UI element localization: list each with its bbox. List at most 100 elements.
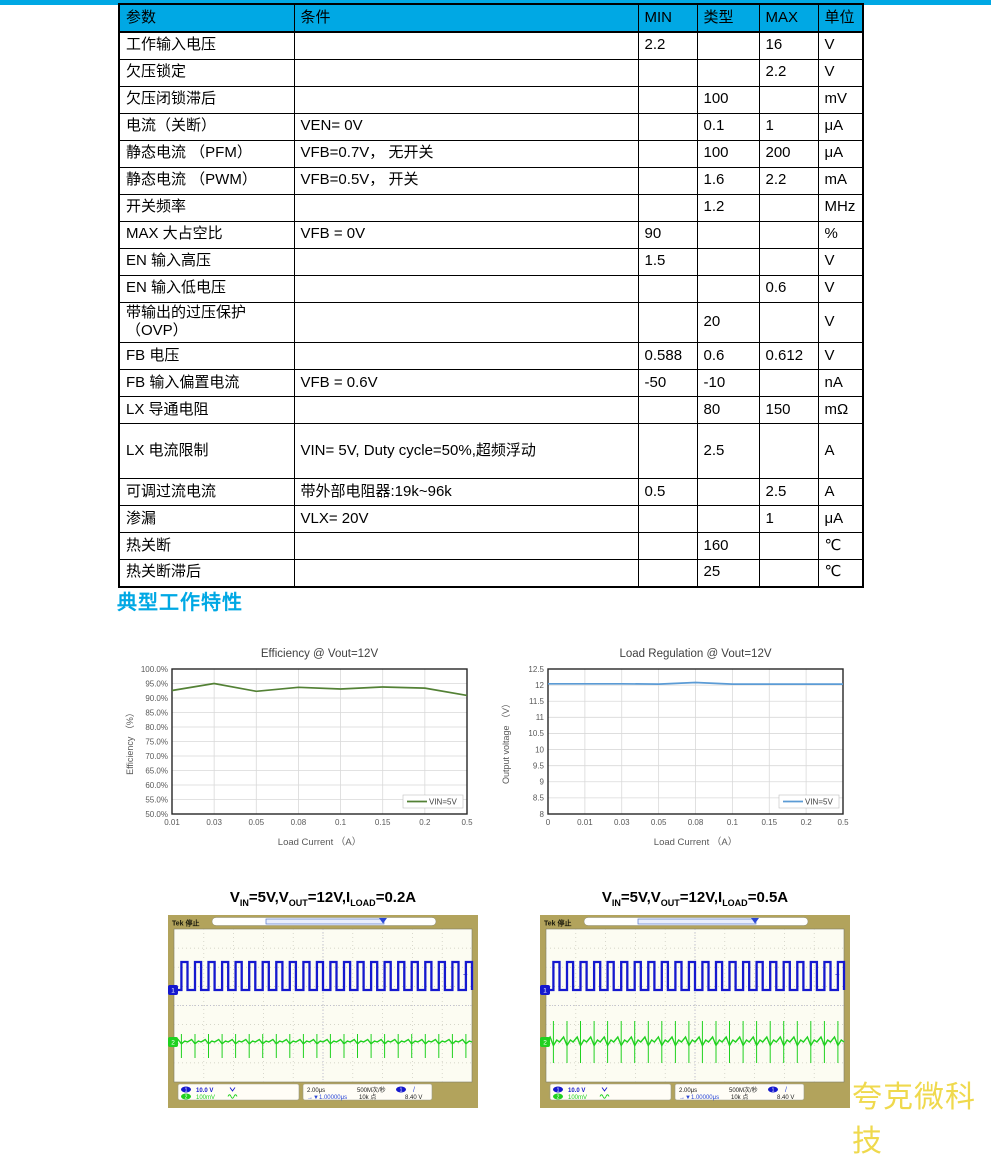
plot-border xyxy=(547,668,844,815)
column-header: MAX xyxy=(758,3,819,33)
max-cell xyxy=(758,423,819,479)
trigger-slope-icon: / xyxy=(413,1087,415,1094)
ch2-ripple-trace xyxy=(173,1038,473,1045)
max-cell xyxy=(758,247,819,276)
unit-cell: V xyxy=(817,301,864,343)
y-tick-label: 11 xyxy=(536,713,545,722)
typ-cell: -10 xyxy=(696,369,760,397)
condition-cell xyxy=(293,274,639,303)
scope2-caption: VIN=5V,VOUT=12V,ILOAD=0.5A xyxy=(540,886,850,910)
param-cell: 开关频率 xyxy=(118,193,295,222)
caption-text: =5V,V xyxy=(620,889,661,906)
condition-cell xyxy=(293,31,639,60)
caption-subscript: LOAD xyxy=(350,898,376,908)
caption-subscript: IN xyxy=(239,898,249,908)
ch2-badge-label: 2 xyxy=(557,1095,560,1101)
param-cell: 可调过流电流 xyxy=(118,478,295,506)
y-tick-label: 8.5 xyxy=(533,794,545,803)
max-cell: 2.2 xyxy=(758,58,819,87)
unit-cell: V xyxy=(817,31,864,60)
ch1-badge xyxy=(553,1086,563,1093)
unit-cell: mΩ xyxy=(817,396,864,424)
x-tick-label: 0.1 xyxy=(727,818,739,827)
column-header: 条件 xyxy=(293,3,639,33)
param-cell: FB 电压 xyxy=(118,342,295,370)
typ-cell: 2.5 xyxy=(696,423,760,479)
typ-cell: 0.6 xyxy=(696,342,760,370)
param-cell: EN 输入高压 xyxy=(118,247,295,276)
ch1-level-marker xyxy=(540,985,550,995)
condition-cell xyxy=(293,58,639,87)
ch2-scale-readout: 100mV xyxy=(568,1095,587,1101)
section-title: 典型工作特性 xyxy=(117,592,243,614)
ch1-badge-label: 1 xyxy=(557,1088,560,1094)
max-cell: 1 xyxy=(758,112,819,141)
min-cell xyxy=(637,274,698,303)
x-tick-label: 0.03 xyxy=(206,818,222,827)
caption-text: =5V,V xyxy=(248,889,289,906)
delay-readout: →▼1.00000μs xyxy=(307,1095,347,1101)
typ-cell xyxy=(696,505,760,533)
y-tick-label: 50.0% xyxy=(145,810,168,819)
trigger-position-slider-icon xyxy=(379,918,387,924)
y-axis-title: Efficiency （%） xyxy=(125,708,135,775)
load-regulation-chart-svg: Load Regulation @ Vout=12V 12.5 12 11.5 11 10… xyxy=(501,648,849,848)
unit-cell: A xyxy=(817,423,864,479)
table-row: 热关断 160 ℃ xyxy=(118,532,864,560)
trigger-slope-icon: / xyxy=(785,1087,787,1094)
unit-cell: mA xyxy=(817,166,864,195)
unit-cell: V xyxy=(817,274,864,303)
y-tick-label: 90.0% xyxy=(145,694,168,703)
condition-cell xyxy=(293,85,639,114)
param-cell: 带输出的过压保护 （OVP） xyxy=(118,301,295,343)
ch2-switching-spikes xyxy=(180,1034,467,1058)
trigger-source-badge-label: 1 xyxy=(400,1088,403,1094)
caption-text: =12V,I xyxy=(307,889,351,906)
min-cell xyxy=(637,58,698,87)
min-cell: -50 xyxy=(637,369,698,397)
table-row: FB 输入偏置电流 VFB = 0.6V -50 -10 nA xyxy=(118,369,864,397)
record-length-readout: 10k 点 xyxy=(731,1093,748,1101)
condition-cell: VFB=0.7V， 无开关 xyxy=(293,139,639,168)
x-tick-label: 0.03 xyxy=(614,818,630,827)
unit-cell: ℃ xyxy=(817,559,864,587)
ch2-badge xyxy=(553,1093,563,1100)
min-cell xyxy=(637,423,698,479)
min-cell xyxy=(637,559,698,587)
min-cell xyxy=(637,85,698,114)
y-tick-label: 8 xyxy=(540,810,545,819)
param-cell: MAX 大占空比 xyxy=(118,220,295,249)
table-row: EN 输入高压 1.5 V xyxy=(118,247,864,276)
min-cell: 0.5 xyxy=(637,478,698,506)
record-length-readout: 10k 点 xyxy=(359,1093,376,1101)
min-cell xyxy=(637,505,698,533)
min-cell: 90 xyxy=(637,220,698,249)
ch1-level-marker-label: 1 xyxy=(171,988,175,995)
condition-cell xyxy=(293,301,639,343)
typ-cell: 100 xyxy=(696,139,760,168)
record-view-window[interactable] xyxy=(265,918,385,925)
x-tick-label: 0.01 xyxy=(577,818,593,827)
max-cell: 150 xyxy=(758,396,819,424)
unit-cell: nA xyxy=(817,369,864,397)
x-axis-title: Load Current （A） xyxy=(278,836,361,848)
trigger-source-badge xyxy=(768,1086,778,1093)
spec-table-header-row: 参数 条件 MIN 类型 MAX 单位 xyxy=(118,3,864,33)
x-tick-label: 0.15 xyxy=(761,818,777,827)
min-cell xyxy=(637,301,698,343)
scope-status-label: Tek 停止 xyxy=(544,919,572,928)
ch1-level-marker xyxy=(168,985,178,995)
efficiency-chart: Efficiency @ Vout=12V 100.0% 95.0% 90.0% 85.… xyxy=(122,642,482,860)
legend-box xyxy=(778,794,840,809)
chart-gridlines xyxy=(548,669,843,814)
condition-cell: VFB = 0V xyxy=(293,220,639,249)
y-tick-label: 9.5 xyxy=(533,761,545,770)
table-row: 渗漏 VLX= 20V 1 μA xyxy=(118,505,864,533)
table-row: 带输出的过压保护 （OVP） 20 V xyxy=(118,301,864,343)
y-tick-label: 80.0% xyxy=(145,723,168,732)
record-view-window[interactable] xyxy=(637,918,757,925)
watermark-text: 夸克微科技 xyxy=(852,1081,976,1158)
